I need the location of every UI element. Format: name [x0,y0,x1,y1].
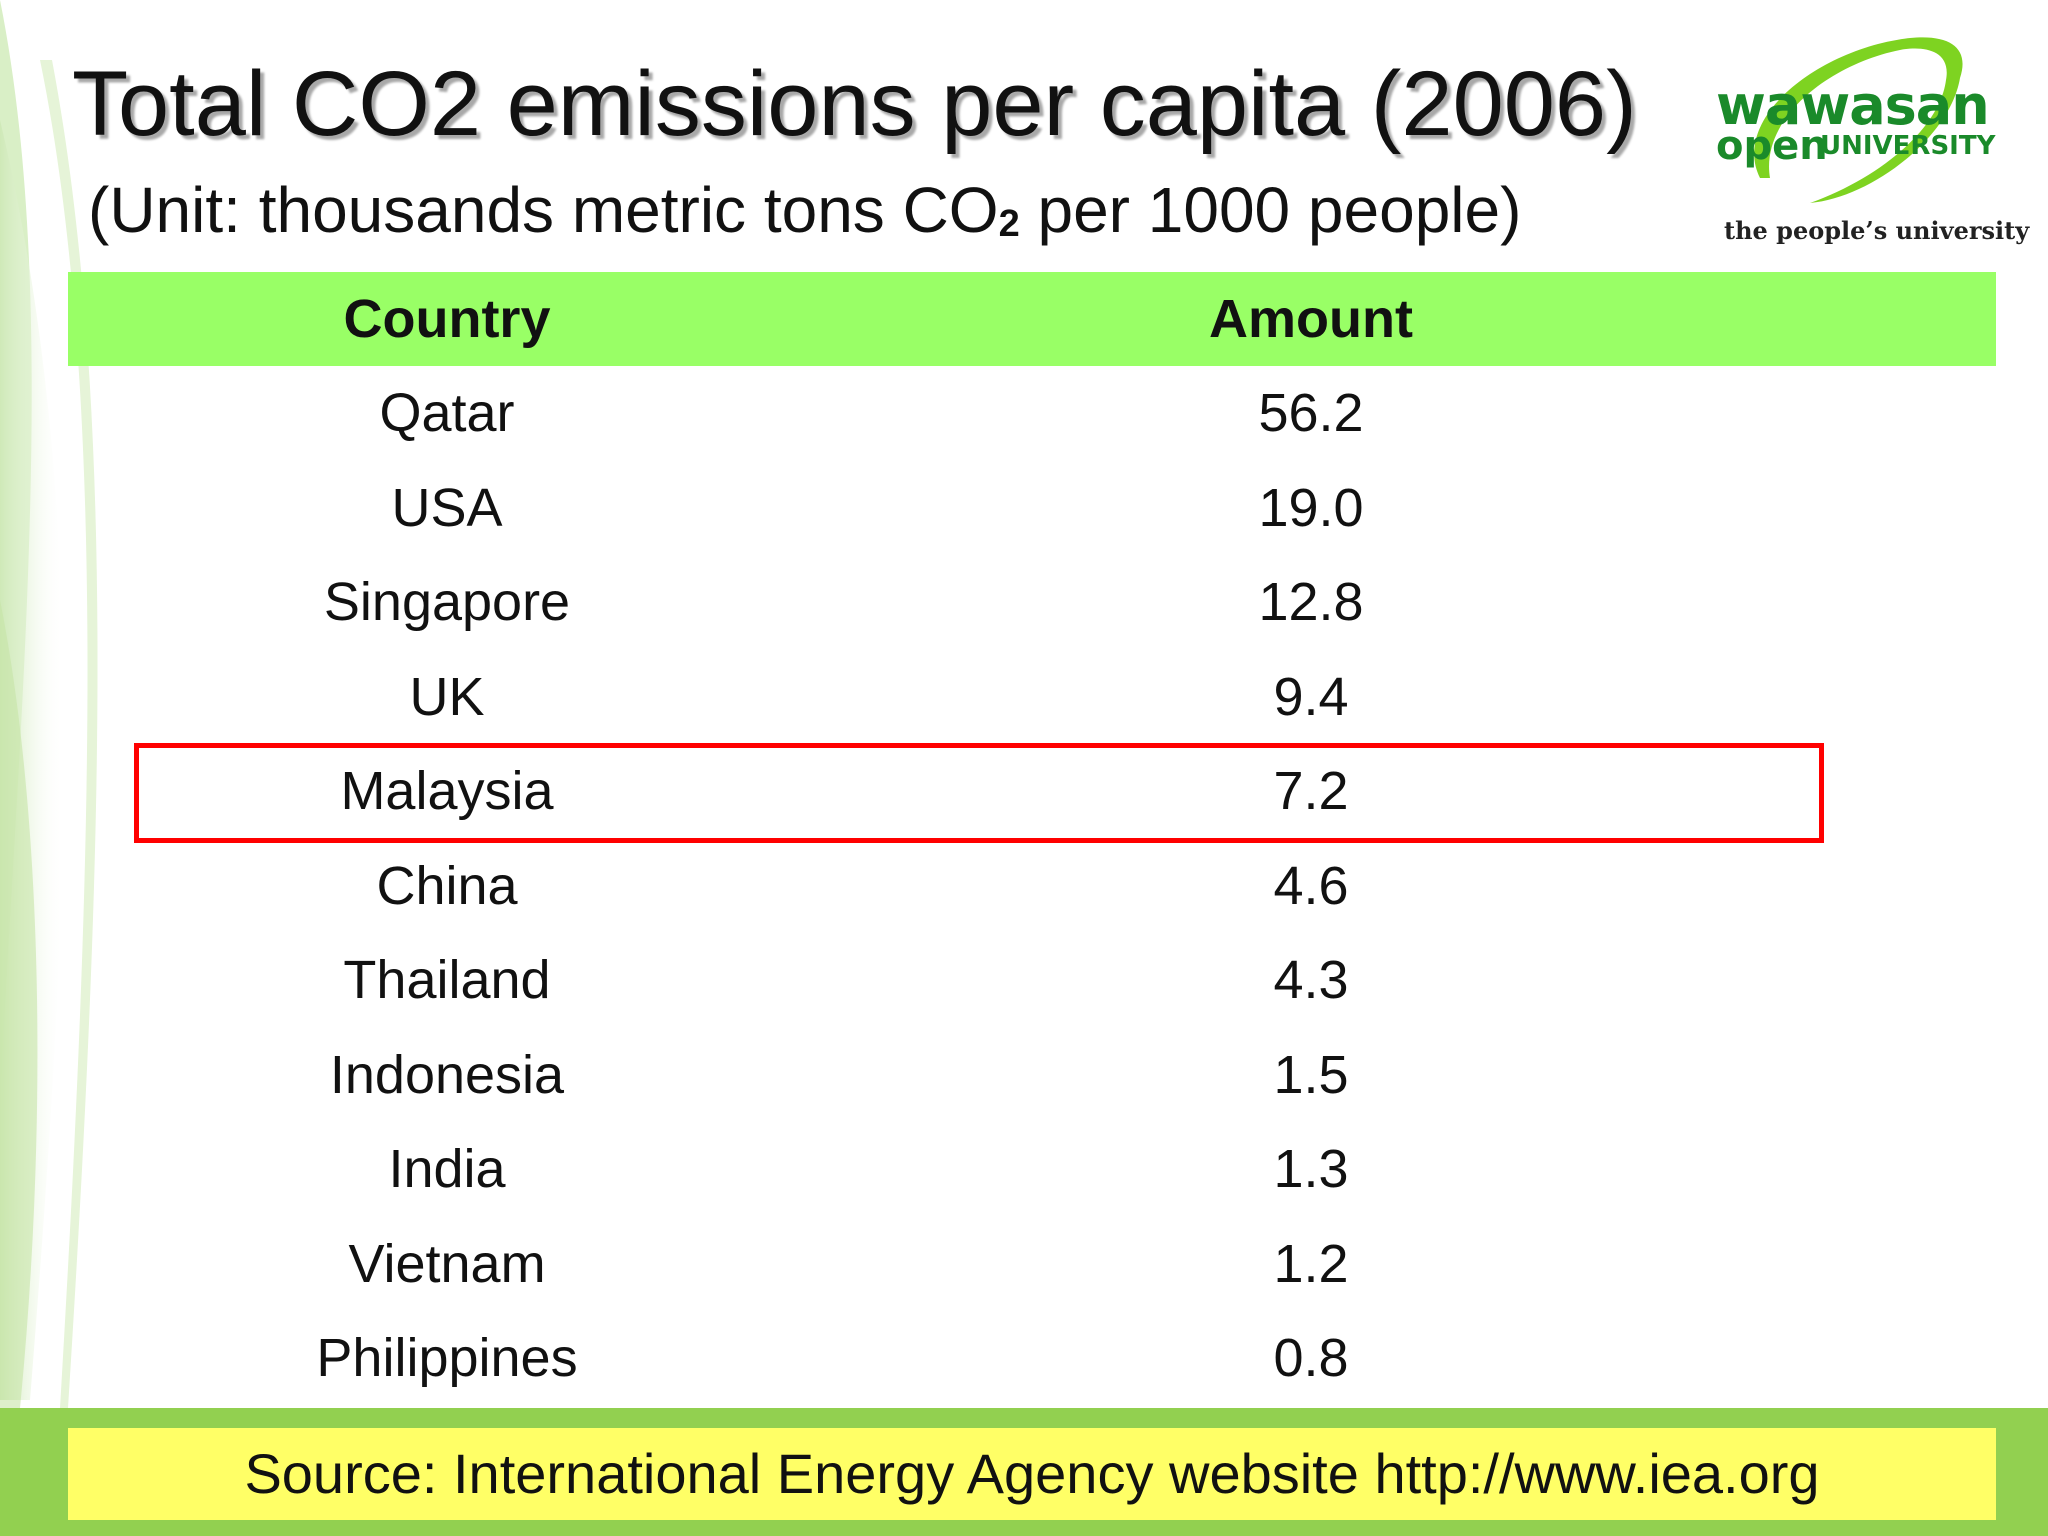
cell-amount: 9.4 [1273,666,1349,727]
highlight-box-malaysia [134,743,1824,843]
cell-amount: 1.2 [1273,1233,1349,1294]
cell-amount: 7.2 [1273,761,1349,822]
cell-amount: 1.3 [1273,1139,1349,1200]
cell-country: UK [409,666,485,727]
table-body: Qatar 56.2 USA 19.0 Singapore 12.8 UK 9.4 Malays… [68,366,1996,1406]
subtitle-subscript: 2 [998,203,1020,245]
subtitle-text: (Unit: thousands metric tons CO [88,174,999,246]
table-row: India 1.3 [68,1122,1996,1217]
emissions-table: Country Amount Qatar 56.2 USA 19.0 Singapore… [68,272,1996,1406]
cell-country: Singapore [323,572,571,633]
slide-subtitle: (Unit: thousands metric tons CO2 per 100… [88,168,1521,266]
slide-title: Total CO2 emissions per capita (2006) [72,53,1637,155]
logo-word-open: open [1716,123,1828,169]
wawasan-logo: wawasan open UNIVERSITY the people’s uni… [1700,28,2029,268]
cell-amount: 56.2 [1258,383,1364,444]
logo-swoosh [1754,37,1963,203]
cell-country: USA [391,477,503,538]
source-note: Source: International Energy Agency webs… [68,1428,1996,1520]
cell-country: China [376,855,518,916]
table-row: Indonesia 1.5 [68,1028,1996,1123]
table-header-row: Country Amount [68,272,1996,366]
column-header-amount: Amount [1209,289,1413,349]
table-row: USA 19.0 [68,461,1996,556]
table-row: Malaysia 7.2 [68,744,1996,839]
logo-word-wawasan: wawasan [1716,74,1990,137]
cell-country: Indonesia [329,1044,565,1105]
table-row: Vietnam 1.2 [68,1217,1996,1312]
cell-amount: 4.3 [1273,950,1349,1011]
cell-amount: 19.0 [1258,477,1364,538]
cell-country: Vietnam [348,1233,546,1294]
logo-word-university: UNIVERSITY [1820,131,1996,161]
cell-country: Malaysia [340,761,554,822]
cell-amount: 0.8 [1273,1328,1349,1389]
cell-country: Philippines [316,1328,578,1389]
table-row: Singapore 12.8 [68,555,1996,650]
subtitle-text-end: per 1000 people) [1019,174,1522,246]
table-row: China 4.6 [68,839,1996,934]
column-header-country: Country [343,289,551,349]
logo-tagline: the people’s university [1724,216,2030,245]
emissions-table-wrap: Country Amount Qatar 56.2 USA 19.0 Singapore… [68,272,1996,1406]
cell-country: India [388,1139,506,1200]
cell-country: Thailand [343,950,551,1011]
cell-amount: 12.8 [1258,572,1364,633]
table-row: Thailand 4.3 [68,933,1996,1028]
table-row: Philippines 0.8 [68,1311,1996,1406]
table-row: Qatar 56.2 [68,366,1996,461]
cell-country: Qatar [379,383,515,444]
cell-amount: 1.5 [1273,1044,1349,1105]
table-row: UK 9.4 [68,650,1996,745]
cell-amount: 4.6 [1273,855,1349,916]
